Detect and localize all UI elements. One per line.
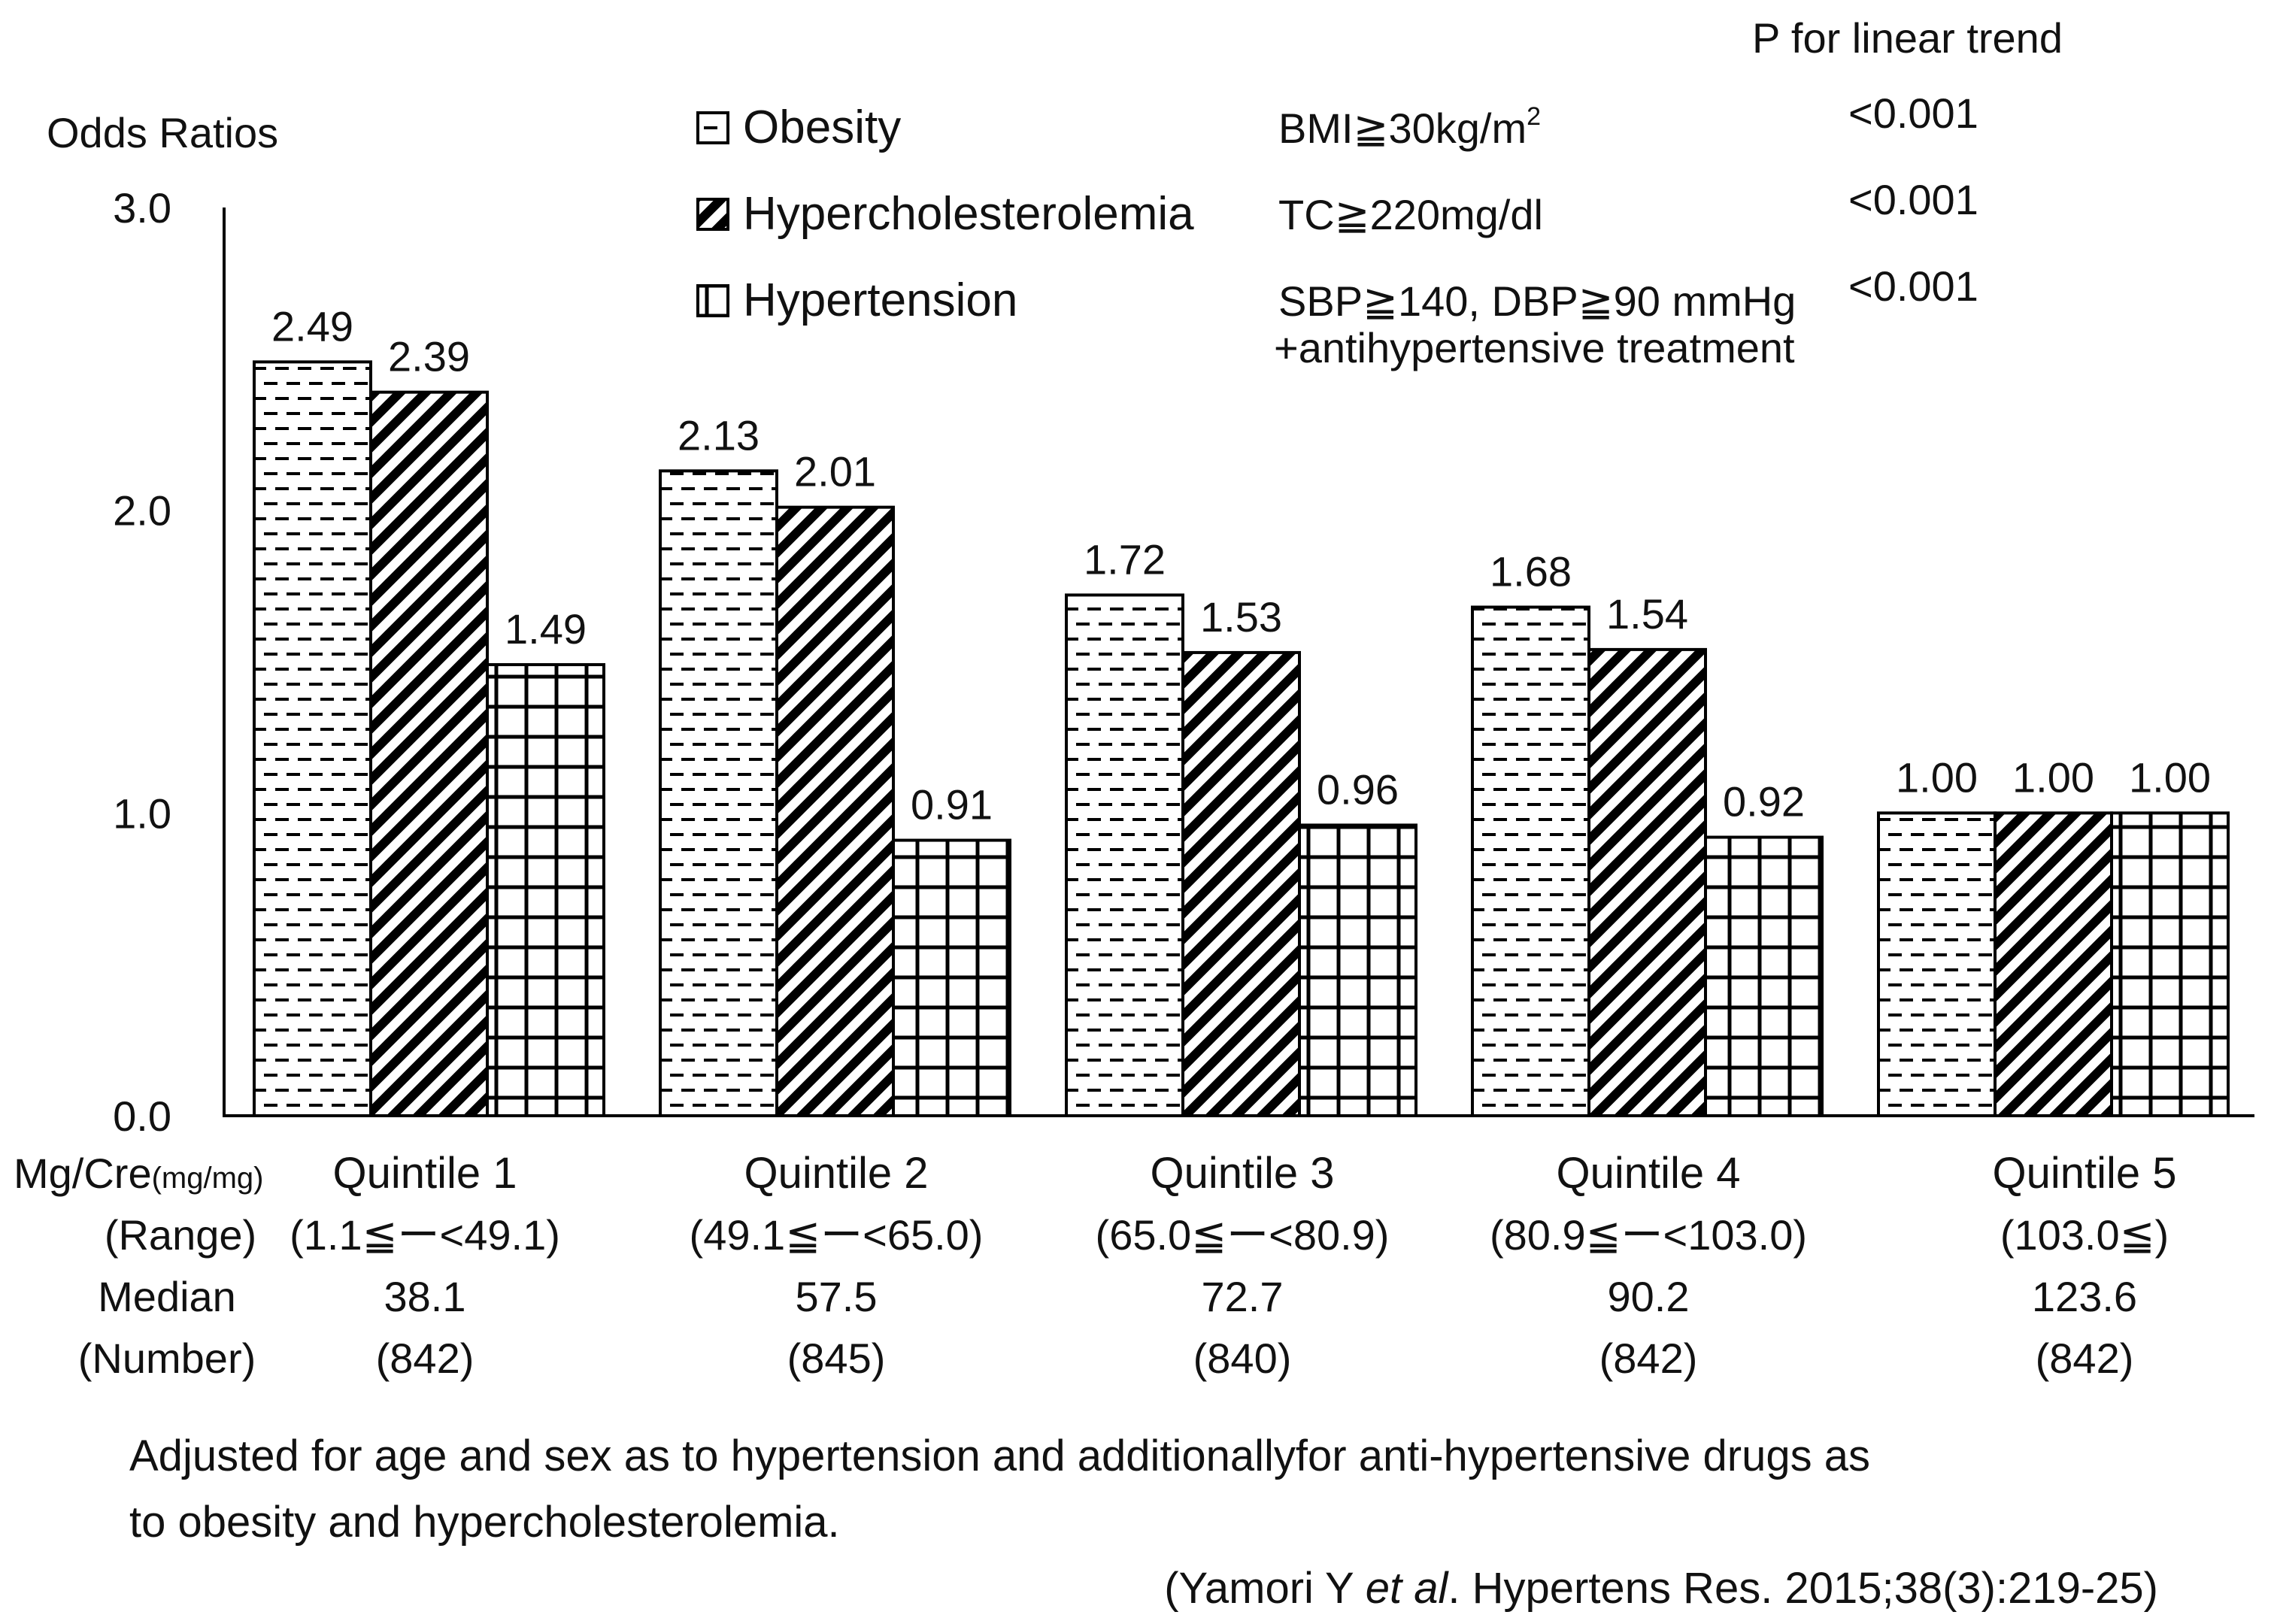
bar-labels: 2.49 2.39 1.49 2.13 2.01 0.91 1.72 1.53 0.96 1.68… bbox=[271, 302, 2211, 828]
data-label: 0.96 bbox=[1317, 765, 1399, 813]
bar-hypertension-q2 bbox=[892, 838, 1011, 1118]
y-tick-label: 1.0 bbox=[113, 789, 171, 837]
range-cell: (65.0≦ー<80.9) bbox=[1096, 1211, 1390, 1259]
y-axis-label: Odds Ratios bbox=[47, 109, 278, 156]
number-cell: (840) bbox=[1193, 1335, 1292, 1382]
row-header-range: (Range) bbox=[105, 1211, 256, 1259]
row-header-mgcre-label: Mg/Cre bbox=[14, 1150, 152, 1197]
footnote-line-2: to obesity and hypercholesterolemia. bbox=[129, 1498, 840, 1547]
data-label: 1.68 bbox=[1490, 548, 1572, 595]
median-cell: 57.5 bbox=[796, 1273, 878, 1320]
legend-swatch-hypercholesterolemia bbox=[696, 198, 729, 231]
bar-obesity-q5 bbox=[1877, 811, 1997, 1118]
bar-hypertension-q3 bbox=[1298, 823, 1417, 1117]
data-label: 0.92 bbox=[1723, 778, 1805, 826]
citation-pre: (Yamori Y bbox=[1164, 1564, 1366, 1613]
criterion-text: SBP≧140, DBP≧90 mmHg bbox=[1278, 277, 1796, 325]
bar-hypertension-q4 bbox=[1704, 835, 1824, 1117]
x-tick-label: Quintile 4 bbox=[1556, 1149, 1740, 1198]
bar-hypertension-q5 bbox=[2110, 811, 2230, 1118]
data-label: 2.01 bbox=[794, 448, 876, 495]
bar-hypercholesterolemia-q3 bbox=[1181, 650, 1301, 1117]
p-trend-value: <0.001 bbox=[1848, 262, 1978, 310]
x-tick-label: Quintile 3 bbox=[1150, 1149, 1334, 1198]
row-header-mgcre-unit: (mg/mg) bbox=[152, 1162, 264, 1195]
bar-hypercholesterolemia-q5 bbox=[1994, 811, 2113, 1118]
bar-obesity-q3 bbox=[1065, 593, 1184, 1117]
citation-post: . Hypertens Res. 2015;38(3):219-25) bbox=[1448, 1564, 2158, 1613]
x-tick-label: Quintile 1 bbox=[332, 1149, 517, 1198]
p-trend-value: <0.001 bbox=[1848, 176, 1978, 223]
data-label: 1.49 bbox=[505, 605, 587, 653]
median-cell: 72.7 bbox=[1202, 1273, 1284, 1320]
row-header-mgcre: Mg/Cre(mg/mg) bbox=[14, 1150, 263, 1197]
citation-italic: et al bbox=[1366, 1564, 1450, 1613]
criterion-superscript: 2 bbox=[1527, 102, 1541, 131]
range-cell: (103.0≦) bbox=[2000, 1211, 2169, 1259]
citation: (Yamori Y et al. Hypertens Res. 2015;38(… bbox=[1164, 1564, 2158, 1613]
quintile-table: Mg/Cre(mg/mg) (Range) Median (Number) Quinti… bbox=[14, 1149, 2177, 1382]
range-cell: (49.1≦ー<65.0) bbox=[690, 1211, 984, 1259]
data-label: 1.54 bbox=[1606, 590, 1688, 638]
x-tick-label: Quintile 5 bbox=[1992, 1149, 2176, 1198]
data-label: 1.00 bbox=[2129, 753, 2211, 801]
row-header-number: (Number) bbox=[78, 1335, 256, 1382]
bars bbox=[253, 360, 2230, 1118]
y-tick-label: 0.0 bbox=[113, 1092, 171, 1140]
data-label: 1.00 bbox=[2012, 753, 2094, 801]
footnote-line-1: Adjusted for age and sex as to hypertens… bbox=[129, 1432, 1870, 1480]
median-cell: 90.2 bbox=[1608, 1273, 1690, 1320]
median-cell: 38.1 bbox=[384, 1273, 466, 1320]
bar-hypercholesterolemia-q2 bbox=[775, 505, 895, 1117]
legend-criterion-line2: +antihypertensive treatment bbox=[1274, 324, 1795, 371]
range-cell: (1.1≦ー<49.1) bbox=[290, 1211, 560, 1259]
legend-swatch-obesity bbox=[696, 111, 729, 144]
median-cell: 123.6 bbox=[2032, 1273, 2137, 1320]
data-label: 2.39 bbox=[388, 333, 470, 380]
x-tick-label: Quintile 2 bbox=[744, 1149, 928, 1198]
number-cell: (842) bbox=[376, 1335, 475, 1382]
legend-label-obesity: Obesity bbox=[743, 102, 901, 153]
p-trend-header: P for linear trend bbox=[1752, 14, 2063, 62]
number-cell: (842) bbox=[2036, 1335, 2134, 1382]
p-trend-value: <0.001 bbox=[1848, 89, 1978, 137]
bar-hypercholesterolemia-q1 bbox=[369, 390, 489, 1117]
bar-hypercholesterolemia-q4 bbox=[1587, 647, 1707, 1117]
data-label: 0.91 bbox=[911, 781, 993, 829]
legend-criterion: BMI≧30kg/m2 bbox=[1278, 102, 1541, 152]
criterion-text: BMI≧30kg/m bbox=[1278, 105, 1527, 152]
row-header-median: Median bbox=[98, 1273, 236, 1320]
number-cell: (842) bbox=[1599, 1335, 1698, 1382]
range-cell: (80.9≦ー<103.0) bbox=[1490, 1211, 1807, 1259]
legend-label-hypercholesterolemia: Hypercholesterolemia bbox=[743, 188, 1194, 240]
bar-hypertension-q1 bbox=[486, 663, 605, 1117]
criterion-text: TC≧220mg/dl bbox=[1278, 191, 1543, 238]
legend-swatch-hypertension bbox=[696, 284, 729, 317]
bar-obesity-q2 bbox=[659, 469, 778, 1117]
number-cell: (845) bbox=[787, 1335, 886, 1382]
y-tick-label: 3.0 bbox=[113, 184, 171, 232]
data-label: 1.00 bbox=[1896, 753, 1978, 801]
axes: 0.0 1.0 2.0 3.0 bbox=[113, 184, 2254, 1140]
legend: Obesity BMI≧30kg/m2 <0.001 Hypercholesterol… bbox=[696, 89, 1978, 371]
legend-criterion: SBP≧140, DBP≧90 mmHg bbox=[1278, 277, 1796, 325]
legend-label-hypertension: Hypertension bbox=[743, 274, 1017, 326]
legend-criterion: TC≧220mg/dl bbox=[1278, 191, 1543, 238]
bar-obesity-q4 bbox=[1471, 605, 1590, 1117]
bar-obesity-q1 bbox=[253, 360, 372, 1117]
data-label: 1.53 bbox=[1200, 593, 1282, 641]
data-label: 2.49 bbox=[271, 302, 353, 350]
data-label: 2.13 bbox=[678, 411, 760, 459]
data-label: 1.72 bbox=[1084, 535, 1166, 583]
y-tick-label: 2.0 bbox=[113, 487, 171, 535]
